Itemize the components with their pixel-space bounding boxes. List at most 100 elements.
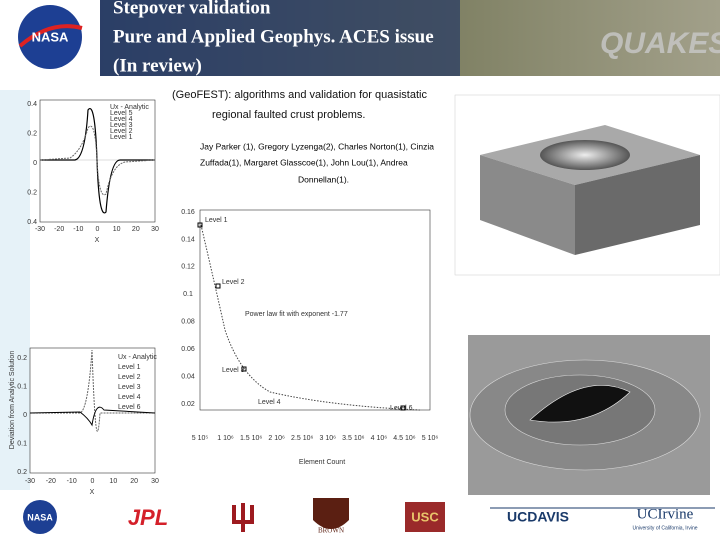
y-tick-label: 0.1 (17, 440, 27, 447)
bottom-left-plot: Deviation from Analytic Solution (9, 347, 156, 474)
level-marker (215, 283, 221, 289)
annotation: Level 4 (258, 399, 281, 406)
nasa-swoosh (18, 24, 83, 48)
nasa-logo (18, 5, 82, 69)
legend-entry: Level 1 (118, 364, 141, 371)
legend-entry: Level 4 (110, 116, 133, 123)
paper-title: (GeoFEST): algorithms and validation for… (172, 89, 427, 101)
usc-logo (405, 502, 445, 532)
x-tick-label: 1.5 10⁶ (240, 435, 262, 442)
x-tick-label: 20 (130, 478, 138, 485)
x-tick-label: -20 (54, 226, 64, 233)
annotation: Power law fit with exponent -1.77 (245, 311, 348, 318)
logo-text: UCDAVIS (507, 509, 569, 525)
authors: Jay Parker (1), Gregory Lyzenga(2), Char… (200, 141, 434, 151)
y-tick-label: 0 (23, 412, 27, 419)
level-marker (241, 366, 247, 372)
x-label: X (90, 489, 95, 496)
plot-frame (199, 209, 431, 411)
x-tick-label: 2.5 10⁶ (291, 435, 313, 442)
brand: QUAKESIM (600, 27, 720, 60)
x-tick-label: -30 (35, 226, 45, 233)
level-marker (400, 405, 406, 411)
x-tick-label: 4.5 10⁶ (393, 435, 415, 442)
logo-text: USC (411, 509, 439, 524)
x-tick-label: 5 10⁶ (422, 435, 439, 442)
y-tick-label: 0.4 (27, 219, 37, 226)
y-tick-label: 0.12 (181, 264, 195, 271)
y-tick-label: 0.16 (181, 209, 195, 216)
legend-entry: Level 4 (118, 394, 141, 401)
x-tick-label: 3.5 10⁶ (342, 435, 364, 442)
block-side (480, 155, 575, 255)
title-line: Pure and Applied Geophys. ACES issue (113, 26, 434, 47)
contour-render (468, 335, 710, 495)
footer: NASA JPL BROWN USC UCDAVIS UCIrvine Univ… (23, 498, 715, 535)
x-tick-label: -30 (25, 478, 35, 485)
y-tick-label: 0.1 (183, 291, 193, 298)
x-tick-label: 20 (132, 226, 140, 233)
legend-entry: Level 5 (110, 110, 133, 117)
x-tick-label: 0 (91, 478, 95, 485)
y-tick-label: 0.2 (27, 130, 37, 137)
x-tick-label: 30 (151, 226, 159, 233)
legend-entry: Level 3 (110, 122, 133, 129)
x-tick-label: 10 (113, 226, 121, 233)
logo-sub: University of California, Irvine (632, 525, 697, 531)
legend-entry: Ux - Analytic (110, 104, 149, 111)
curve (40, 108, 155, 214)
y-tick-label: 0.14 (181, 236, 195, 243)
y-tick-label: 0.02 (181, 401, 195, 408)
convergence-plot (197, 209, 431, 411)
legend-entry: Level 2 (118, 374, 141, 381)
x-tick-label: 3 10⁶ (320, 435, 337, 442)
authors: Donnellan(1). (298, 174, 349, 184)
logo-text: JPL (128, 505, 168, 530)
y-tick-label: 0.04 (181, 373, 195, 380)
annotation: Level 1 (205, 217, 228, 224)
x-tick-label: 30 (151, 478, 159, 485)
annotation: Level 2 (222, 279, 245, 286)
legend-entry: Level 3 (118, 384, 141, 391)
curve (29, 406, 156, 427)
legend-entry: Level 2 (110, 128, 133, 135)
x-tick-label: 2 10⁶ (268, 435, 285, 442)
contour (529, 385, 631, 423)
nasa-text: NASA (32, 29, 69, 44)
y-tick-label: 0.2 (17, 355, 27, 362)
y-label: Deviation from Analytic Solution (9, 351, 16, 450)
x-tick-label: 0 (96, 226, 100, 233)
brown-shield (313, 498, 349, 529)
paper-title: regional faulted crust problems. (212, 109, 365, 121)
y-tick-label: 0.4 (27, 101, 37, 108)
x-label: X (95, 237, 100, 244)
legend-entry: Ux - Analytic (118, 354, 157, 361)
annotation: Level 6 (390, 405, 413, 412)
annotation: Level 3 (222, 367, 245, 374)
iu-logo (232, 503, 254, 532)
legend-entry: Level 1 (110, 134, 133, 141)
top-left-plot (39, 99, 156, 223)
y-tick-label: 0.2 (27, 189, 37, 196)
x-tick-label: -20 (46, 478, 56, 485)
y-tick-label: 0.06 (181, 346, 195, 353)
logo-text: NASA (27, 512, 53, 522)
y-tick-label: 0.2 (17, 469, 27, 476)
legend-entry: Level 6 (118, 404, 141, 411)
title-line: Stepover validation (113, 0, 271, 18)
title-line: (In review) (113, 55, 202, 76)
authors: Zuffada(1), Margaret Glasscoe(1), John L… (200, 157, 408, 167)
logo-text: BROWN (318, 527, 344, 535)
header-shade (100, 0, 460, 76)
x-tick-label: 10 (109, 478, 117, 485)
y-tick-label: 0 (33, 160, 37, 167)
block-side (575, 155, 700, 255)
y-tick-label: 0.08 (181, 319, 195, 326)
fit-curve (200, 224, 421, 411)
level-marker (197, 222, 203, 228)
x-tick-label: -10 (67, 478, 77, 485)
x-label: Element Count (299, 459, 345, 466)
x-tick-label: 4 10⁶ (371, 435, 388, 442)
side-strip (0, 90, 30, 490)
